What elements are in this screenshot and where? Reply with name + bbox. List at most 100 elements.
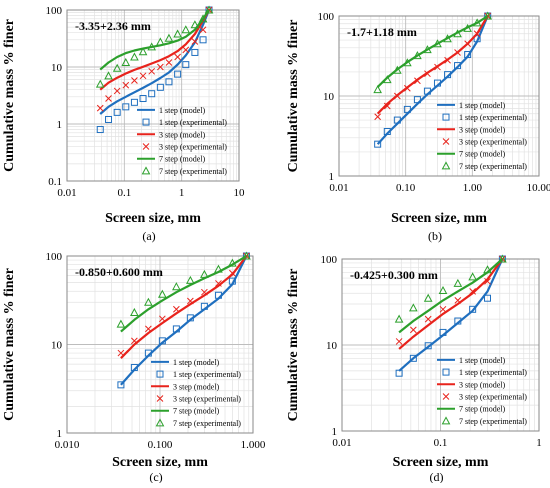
data-point xyxy=(374,140,382,148)
legend-entry-label: 7 step (experimental) xyxy=(159,167,227,176)
legend-entry-label: 1 step (model) xyxy=(173,358,220,367)
data-point xyxy=(382,75,392,84)
chart-panel-2: 0.01 0.10 1.00 10.00 1 10 100 Screen size, mm Cu… xyxy=(286,11,550,243)
data-point xyxy=(383,102,391,110)
data-point xyxy=(121,57,131,66)
data-point xyxy=(472,18,482,27)
data-point xyxy=(139,72,147,80)
data-point xyxy=(165,78,173,86)
data-point xyxy=(173,305,180,313)
x-tick-label: 0.010 xyxy=(55,439,80,451)
data-point xyxy=(443,34,452,43)
x-tick-label: 0.10 xyxy=(396,182,416,194)
legend-entry-label: 7 step (model) xyxy=(459,405,506,414)
series-line xyxy=(398,258,504,334)
legend-marker-swatch xyxy=(142,143,150,150)
data-point xyxy=(423,293,433,302)
data-point xyxy=(112,63,122,72)
x-tick-label: 1.00 xyxy=(463,182,483,194)
data-point xyxy=(423,87,431,95)
x-tick-label: 1.000 xyxy=(241,439,266,451)
data-point xyxy=(130,307,139,316)
x-tick-label: 0.01 xyxy=(57,187,76,199)
data-point xyxy=(454,297,462,304)
data-point xyxy=(464,51,472,59)
legend-entry-label: 1 step (experimental) xyxy=(459,368,527,377)
data-point xyxy=(414,77,421,85)
data-point xyxy=(113,108,121,116)
data-point xyxy=(483,11,493,20)
legend-entry-label: 3 step (experimental) xyxy=(173,395,241,404)
data-point xyxy=(130,52,139,61)
data-point xyxy=(229,269,236,277)
legend-entry-label: 7 step (experimental) xyxy=(173,419,241,428)
legend-marker-swatch xyxy=(442,393,450,400)
series-line xyxy=(398,258,504,372)
data-point xyxy=(182,61,190,69)
data-point xyxy=(117,381,125,389)
y-tick-label: 100 xyxy=(46,5,63,17)
y-tick-label: 100 xyxy=(321,254,338,266)
data-point xyxy=(439,328,447,336)
x-tick-label: 0.01 xyxy=(332,437,351,449)
y-axis-label: Cumulative mass % finer xyxy=(286,20,301,173)
data-point xyxy=(158,289,167,298)
legend-entry-label: 7 step (experimental) xyxy=(459,162,527,171)
data-point xyxy=(395,338,403,345)
legend-entry-label: 1 step (experimental) xyxy=(173,370,241,379)
panel-caption: (c) xyxy=(149,470,162,483)
data-point xyxy=(403,105,411,113)
series-line xyxy=(120,255,248,386)
y-axis-label: Cumulative mass % finer xyxy=(2,268,17,421)
data-point xyxy=(374,113,382,121)
data-point xyxy=(199,26,207,34)
panel-caption: (b) xyxy=(428,229,442,243)
y-tick-label: 10 xyxy=(51,340,63,352)
data-point xyxy=(190,20,200,29)
data-point xyxy=(122,103,130,111)
plot-frame xyxy=(66,255,254,434)
x-axis-label: Screen size, mm xyxy=(112,455,208,470)
data-point xyxy=(214,291,222,299)
legend-entry-label: 7 step (model) xyxy=(459,150,506,159)
data-point xyxy=(204,5,214,14)
data-point xyxy=(394,314,404,323)
legend-entry-label: 1 step (model) xyxy=(459,356,506,365)
legend-marker-swatch xyxy=(156,395,164,402)
data-point xyxy=(483,294,491,302)
legend-entry-label: 1 step (experimental) xyxy=(459,113,527,122)
data-point xyxy=(138,47,148,56)
data-point xyxy=(139,95,147,103)
data-point xyxy=(201,288,208,296)
data-point xyxy=(383,127,391,135)
size-range-annotation: -0.850+0.600 mm xyxy=(75,265,163,279)
data-point xyxy=(453,278,463,287)
y-axis-label: Cumulative mass % finer xyxy=(2,19,17,172)
legend-entry-label: 3 step (model) xyxy=(459,380,506,389)
x-axis-label: Screen size, mm xyxy=(391,211,487,226)
legend-entry-label: 3 step (model) xyxy=(459,125,506,134)
x-axis-label: Screen size, mm xyxy=(393,455,489,470)
data-point xyxy=(473,35,481,43)
size-range-annotation: -3.35+2.36 mm xyxy=(75,19,151,33)
x-tick-label: 10 xyxy=(234,187,246,199)
panel-caption: (a) xyxy=(142,229,155,243)
data-point xyxy=(454,62,462,70)
data-point xyxy=(463,23,472,32)
x-tick-label: 0.100 xyxy=(148,439,173,451)
data-point xyxy=(186,275,195,284)
data-point xyxy=(117,349,125,357)
data-point xyxy=(172,282,181,291)
legend-marker-swatch xyxy=(441,161,451,170)
series-line xyxy=(120,255,247,333)
legend-entry-label: 3 step (model) xyxy=(159,130,206,139)
data-point xyxy=(173,29,182,38)
data-point xyxy=(157,63,164,71)
data-point xyxy=(96,104,104,112)
data-point xyxy=(156,37,165,46)
data-point xyxy=(393,92,401,100)
data-point xyxy=(105,95,112,102)
data-point xyxy=(424,342,432,350)
